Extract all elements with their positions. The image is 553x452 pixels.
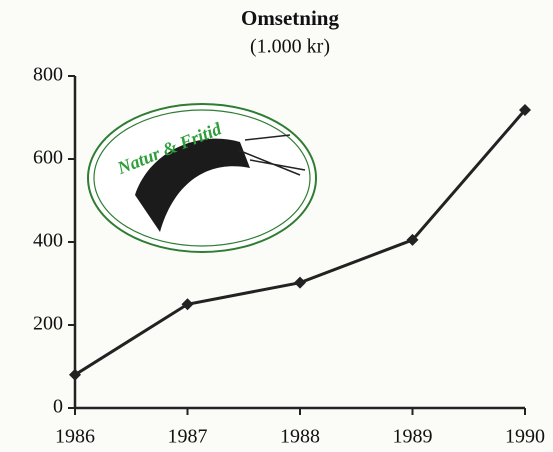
x-tick-label: 1987 <box>168 426 208 448</box>
y-tick-label: 200 <box>33 313 63 335</box>
x-tick-label: 1990 <box>505 426 545 448</box>
y-tick-label: 400 <box>33 230 63 252</box>
x-tick-label: 1986 <box>55 426 95 448</box>
y-tick-label: 800 <box>33 64 63 86</box>
logo: Natur & Fritid <box>88 104 316 252</box>
chart-subtitle: (1.000 kr) <box>250 36 330 58</box>
x-tick-label: 1988 <box>280 426 320 448</box>
marker <box>294 277 306 289</box>
chart-title: Omsetning <box>241 6 340 30</box>
y-tick-label: 600 <box>33 147 63 169</box>
x-tick-label: 1989 <box>393 426 433 448</box>
y-tick-label: 0 <box>53 396 63 418</box>
chart: Omsetning (1.000 kr) Natur & Fritid 0 200… <box>0 0 553 452</box>
